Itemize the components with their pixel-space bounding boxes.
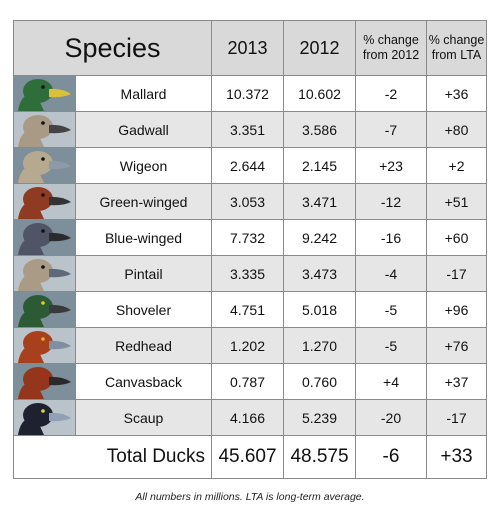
species-name: Wigeon bbox=[75, 147, 212, 184]
change-from-2012-header-line2: from 2012 bbox=[362, 48, 420, 62]
value-2013: 3.351 bbox=[211, 111, 284, 148]
value-2013: 3.335 bbox=[211, 255, 284, 292]
value-2012: 10.602 bbox=[283, 75, 356, 112]
value-2012: 3.586 bbox=[283, 111, 356, 148]
duck-head-icon bbox=[14, 112, 75, 147]
duck-head-icon bbox=[14, 256, 75, 291]
change-from-2012-header-line1: % change bbox=[363, 33, 419, 47]
value-2012: 3.471 bbox=[283, 183, 356, 220]
total-change-from-lta: +33 bbox=[426, 435, 487, 479]
species-name: Redhead bbox=[75, 327, 212, 364]
species-name: Green-winged bbox=[75, 183, 212, 220]
duck-head-icon bbox=[14, 400, 75, 435]
duck-head-icon bbox=[14, 76, 75, 111]
species-name: Canvasback bbox=[75, 363, 212, 400]
value-2013: 2.644 bbox=[211, 147, 284, 184]
change-from-lta-header-line1: % change bbox=[428, 33, 485, 47]
duck-photo-cell bbox=[13, 291, 76, 328]
change-from-2012: -7 bbox=[355, 111, 427, 148]
change-from-2012: +4 bbox=[355, 363, 427, 400]
duck-head-icon bbox=[14, 292, 75, 327]
header-row: Species 2013 2012 % change from 2012 % c… bbox=[13, 20, 487, 76]
species-name: Pintail bbox=[75, 255, 212, 292]
change-from-2012: -2 bbox=[355, 75, 427, 112]
value-2012: 5.018 bbox=[283, 291, 356, 328]
table-row: Shoveler 4.751 5.018 -5 +96 bbox=[13, 291, 487, 328]
value-2013: 1.202 bbox=[211, 327, 284, 364]
change-from-lta: +76 bbox=[426, 327, 487, 364]
value-2013: 4.166 bbox=[211, 399, 284, 436]
year-2013-header: 2013 bbox=[211, 20, 284, 76]
change-from-lta: +2 bbox=[426, 147, 487, 184]
change-from-2012: -4 bbox=[355, 255, 427, 292]
change-from-lta-header: % change from LTA bbox=[426, 20, 487, 76]
change-from-lta: -17 bbox=[426, 399, 487, 436]
change-from-lta: +80 bbox=[426, 111, 487, 148]
change-from-2012: -20 bbox=[355, 399, 427, 436]
table-caption: All numbers in millions. LTA is long-ter… bbox=[135, 491, 365, 503]
duck-head-icon bbox=[14, 364, 75, 399]
species-name: Shoveler bbox=[75, 291, 212, 328]
duck-head-icon bbox=[14, 328, 75, 363]
species-name: Mallard bbox=[75, 75, 212, 112]
total-label: Total Ducks bbox=[13, 435, 212, 479]
change-from-lta: -17 bbox=[426, 255, 487, 292]
change-from-lta: +51 bbox=[426, 183, 487, 220]
duck-photo-cell bbox=[13, 399, 76, 436]
duck-photo-cell bbox=[13, 255, 76, 292]
change-from-lta: +36 bbox=[426, 75, 487, 112]
table-body: Mallard 10.372 10.602 -2 +36 Gadwall 3.351 3.58… bbox=[13, 75, 487, 436]
duck-photo-cell bbox=[13, 363, 76, 400]
duck-photo-cell bbox=[13, 327, 76, 364]
duck-population-table: Species 2013 2012 % change from 2012 % c… bbox=[13, 20, 487, 479]
change-from-2012: -12 bbox=[355, 183, 427, 220]
value-2012: 5.239 bbox=[283, 399, 356, 436]
duck-head-icon bbox=[14, 184, 75, 219]
table-row: Canvasback 0.787 0.760 +4 +37 bbox=[13, 363, 487, 400]
change-from-2012: +23 bbox=[355, 147, 427, 184]
total-2012: 48.575 bbox=[283, 435, 356, 479]
change-from-2012: -16 bbox=[355, 219, 427, 256]
species-header: Species bbox=[13, 20, 212, 76]
change-from-2012: -5 bbox=[355, 327, 427, 364]
species-name: Scaup bbox=[75, 399, 212, 436]
value-2012: 0.760 bbox=[283, 363, 356, 400]
duck-head-icon bbox=[14, 148, 75, 183]
change-from-2012-header: % change from 2012 bbox=[355, 20, 427, 76]
value-2013: 0.787 bbox=[211, 363, 284, 400]
species-name: Blue-winged bbox=[75, 219, 212, 256]
duck-head-icon bbox=[14, 220, 75, 255]
table-row: Redhead 1.202 1.270 -5 +76 bbox=[13, 327, 487, 364]
table-row: Blue-winged 7.732 9.242 -16 +60 bbox=[13, 219, 487, 256]
change-from-lta: +37 bbox=[426, 363, 487, 400]
value-2012: 3.473 bbox=[283, 255, 356, 292]
year-2012-header: 2012 bbox=[283, 20, 356, 76]
change-from-lta: +96 bbox=[426, 291, 487, 328]
total-change-from-2012: -6 bbox=[355, 435, 427, 479]
value-2013: 3.053 bbox=[211, 183, 284, 220]
value-2013: 10.372 bbox=[211, 75, 284, 112]
value-2012: 1.270 bbox=[283, 327, 356, 364]
duck-photo-cell bbox=[13, 183, 76, 220]
table-row: Green-winged 3.053 3.471 -12 +51 bbox=[13, 183, 487, 220]
duck-photo-cell bbox=[13, 111, 76, 148]
change-from-2012: -5 bbox=[355, 291, 427, 328]
change-from-lta-header-line2: from LTA bbox=[431, 48, 482, 62]
total-row: Total Ducks 45.607 48.575 -6 +33 bbox=[13, 435, 487, 479]
value-2013: 4.751 bbox=[211, 291, 284, 328]
duck-photo-cell bbox=[13, 75, 76, 112]
duck-photo-cell bbox=[13, 147, 76, 184]
value-2012: 2.145 bbox=[283, 147, 356, 184]
table-row: Scaup 4.166 5.239 -20 -17 bbox=[13, 399, 487, 436]
table-row: Pintail 3.335 3.473 -4 -17 bbox=[13, 255, 487, 292]
duck-photo-cell bbox=[13, 219, 76, 256]
table-row: Mallard 10.372 10.602 -2 +36 bbox=[13, 75, 487, 112]
change-from-lta: +60 bbox=[426, 219, 487, 256]
total-2013: 45.607 bbox=[211, 435, 284, 479]
value-2013: 7.732 bbox=[211, 219, 284, 256]
table-row: Gadwall 3.351 3.586 -7 +80 bbox=[13, 111, 487, 148]
table-row: Wigeon 2.644 2.145 +23 +2 bbox=[13, 147, 487, 184]
value-2012: 9.242 bbox=[283, 219, 356, 256]
species-name: Gadwall bbox=[75, 111, 212, 148]
